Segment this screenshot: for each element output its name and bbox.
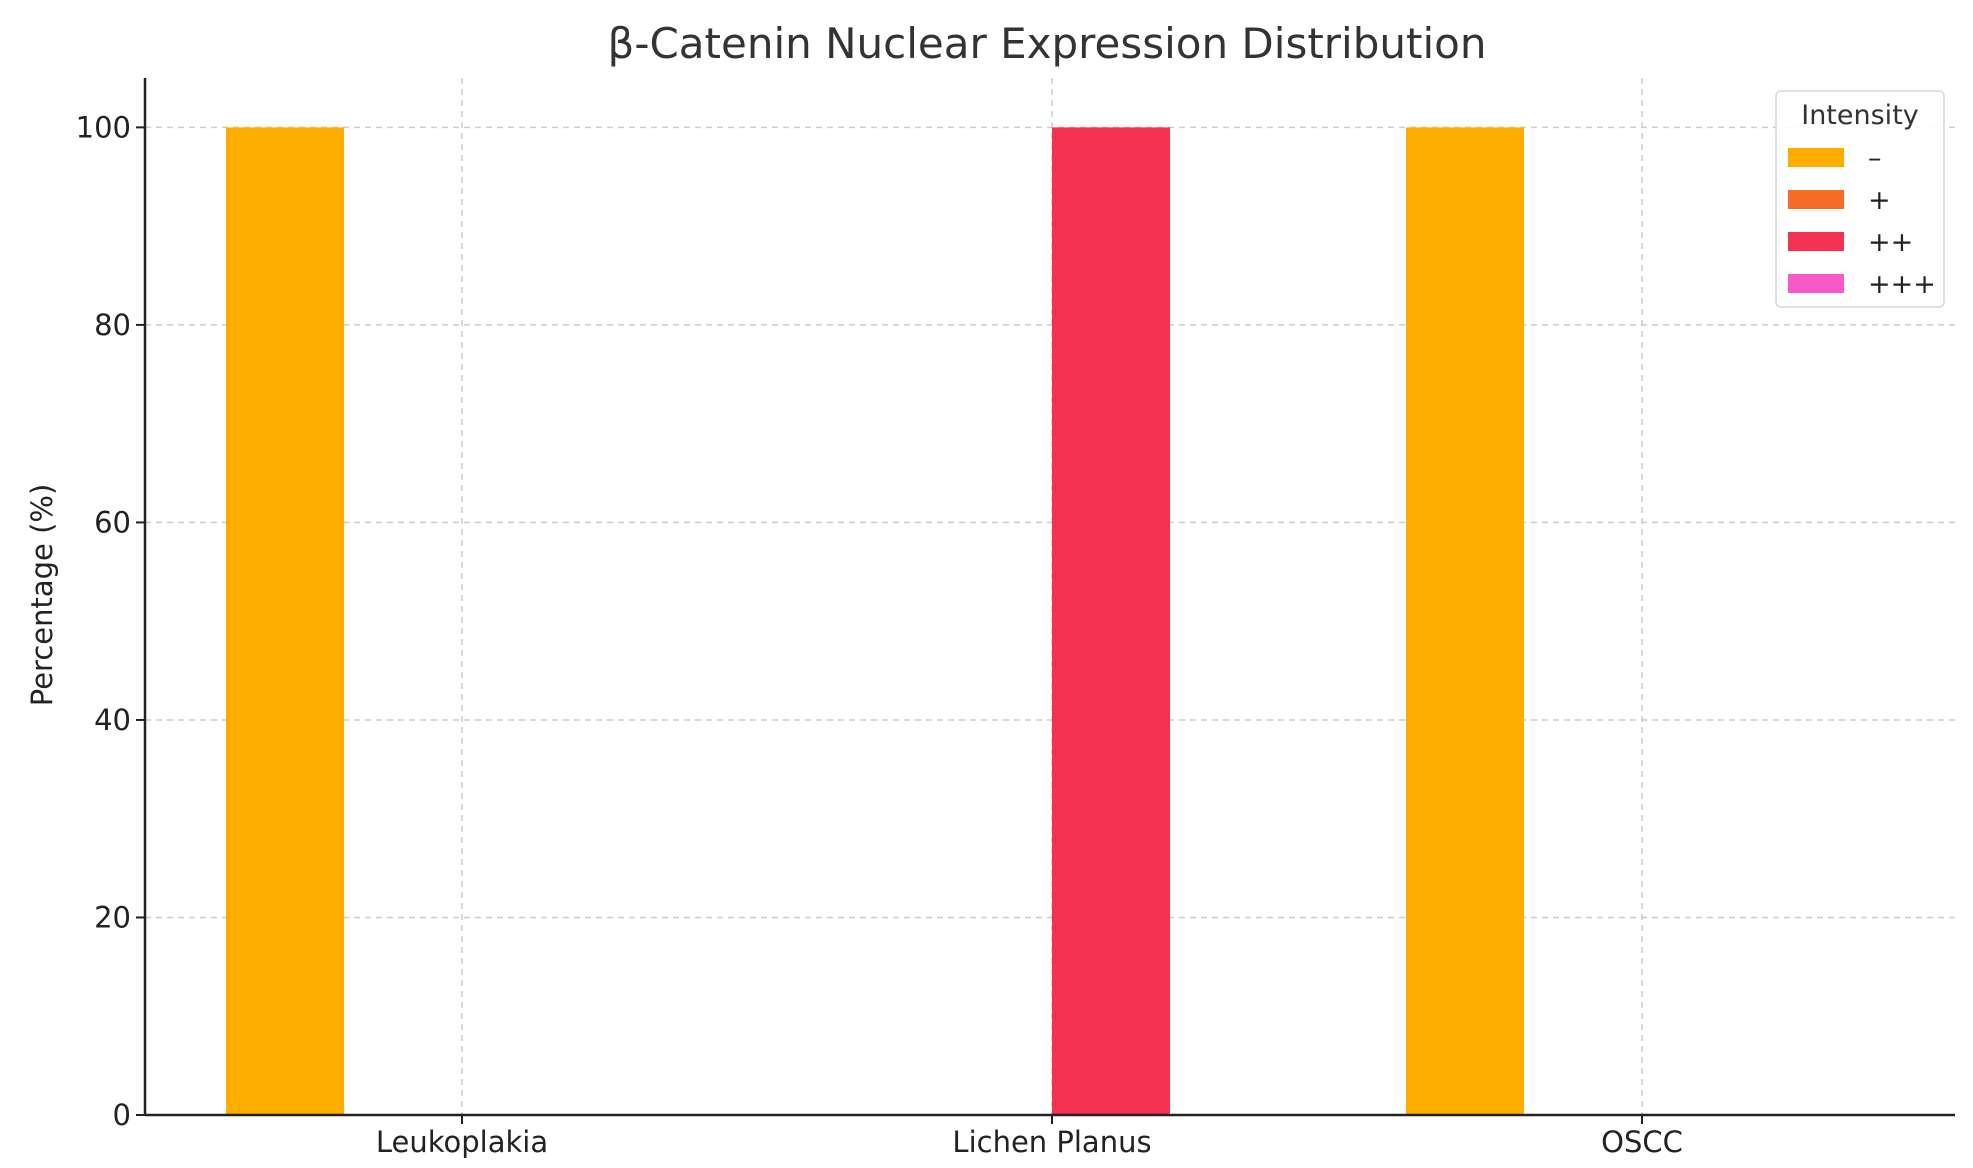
bars-layer [226,127,1524,1115]
y-tick-label: 80 [94,308,131,342]
legend: Intensity–++++++ [1775,90,1945,308]
y-tick-label: 0 [113,1098,131,1132]
legend-entry-label: – [1868,143,1882,174]
bar [226,127,344,1115]
legend-swatch [1788,274,1844,293]
grid-layer [145,78,1955,1116]
legend-entry-label: ++ [1868,227,1913,258]
x-tick-label: Lichen Planus [952,1125,1151,1159]
legend-swatch [1788,148,1844,167]
legend-title: Intensity [1801,100,1919,131]
y-axis-label: Percentage (%) [25,484,59,707]
legend-entry-label: + [1868,185,1891,216]
bar [1406,127,1524,1115]
y-tick-label: 100 [76,110,131,144]
bar [1052,127,1170,1115]
x-tick-label: OSCC [1601,1125,1683,1159]
legend-box [1775,90,1945,308]
legend-swatch [1788,190,1844,209]
y-tick-label: 60 [94,505,131,539]
legend-swatch [1788,232,1844,251]
legend-entry-label: +++ [1868,269,1936,300]
chart-title: β-Catenin Nuclear Expression Distributio… [608,19,1487,68]
y-tick-label: 20 [94,900,131,934]
y-tick-label: 40 [94,703,131,737]
x-tick-label: Leukoplakia [376,1125,548,1159]
axes-layer: 0 20 40 60 80 100 Leukoplakia Lichen Planus OSCC [76,78,1955,1159]
